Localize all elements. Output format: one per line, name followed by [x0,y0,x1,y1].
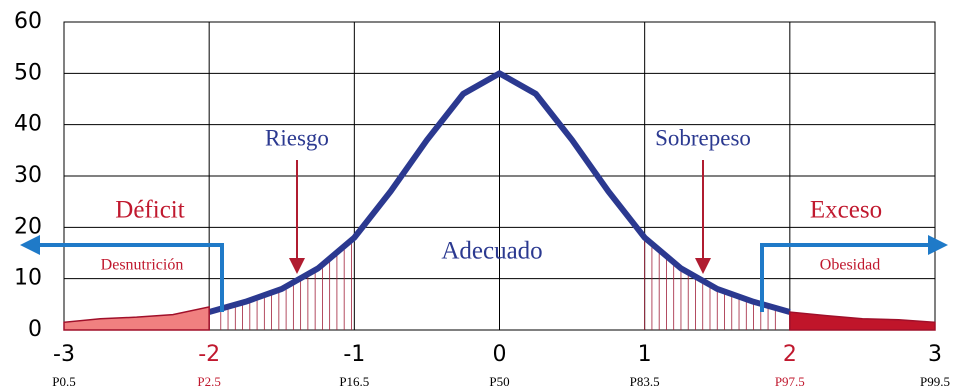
percentile-label: P2.5 [197,374,220,389]
annotation: Déficit [115,197,184,224]
y-tick-label: 60 [14,9,42,34]
percentile-label: P97.5 [775,374,805,389]
y-tick-label: 30 [14,163,42,188]
tail-area [789,311,936,331]
x-tick-label: 1 [638,342,652,367]
right-bracket [760,235,948,312]
annotation: Sobrepeso [655,125,751,150]
x-tick-label: -1 [343,342,365,367]
y-tick-label: 20 [14,214,42,239]
annotation: Adecuado [441,238,542,265]
x-tick-label: 3 [928,342,942,367]
annotation: Riesgo [265,125,329,150]
y-tick-label: 50 [14,60,42,85]
percentile-label: P0.5 [52,374,75,389]
x-tick-label: 2 [783,342,797,367]
y-tick-label: 40 [14,112,42,137]
left-bracket [20,235,224,312]
percentile-label: P83.5 [630,374,660,389]
x-tick-label: -3 [53,342,75,367]
curve [208,70,791,315]
y-tick-label: 10 [14,266,42,291]
annotation: Exceso [810,197,882,224]
percentile-label: P16.5 [339,374,369,389]
x-tick-label: 0 [493,342,507,367]
annotation: Desnutrición [101,257,184,274]
x-tick-label: -2 [198,342,220,367]
tail-area [63,305,210,331]
percentile-label: P50 [489,374,509,389]
y-tick-label: 0 [28,317,42,342]
percentile-label: P99.5 [920,374,950,389]
annotation: Obesidad [820,257,880,274]
